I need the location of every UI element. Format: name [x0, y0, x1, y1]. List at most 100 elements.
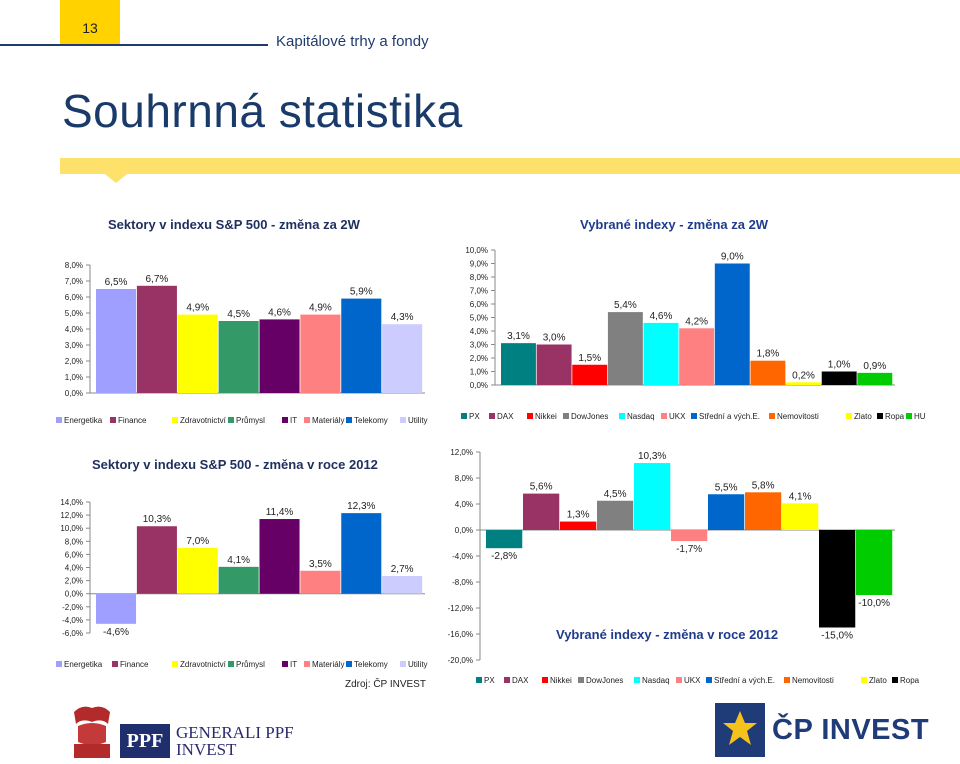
y-tick-label: 10,0%	[60, 524, 83, 533]
legend-label: Finance	[118, 416, 147, 425]
page-title: Souhrnná statistika	[62, 85, 463, 137]
y-tick-label: 12,0%	[60, 511, 83, 520]
bar-Ropa	[821, 371, 857, 385]
legend-label: DAX	[497, 412, 514, 421]
generali-ppf-logo-line1: GENERALI PPF	[176, 723, 294, 742]
legend-label: Materiály	[312, 660, 344, 669]
legend-label: PX	[469, 412, 480, 421]
legend-swatch	[346, 417, 352, 423]
bar-Energetika	[96, 289, 137, 393]
y-tick-label: 0,0%	[65, 389, 83, 398]
legend-label: IT	[290, 660, 297, 669]
bar-Průmysl	[218, 321, 259, 393]
cp-invest-emblem-icon	[715, 703, 765, 757]
chart-svg: Sektory v indexu S&P 500 - změna v roce …	[56, 457, 428, 669]
y-tick-label: 4,0%	[65, 325, 83, 334]
legend-label: Nikkei	[535, 412, 557, 421]
data-label: 1,0%	[828, 360, 851, 371]
data-label: 9,0%	[721, 252, 744, 263]
data-label: 4,6%	[268, 307, 291, 318]
bar-DAX	[523, 493, 560, 530]
legend-label: Ropa	[900, 676, 920, 685]
legend-label: Nikkei	[550, 676, 572, 685]
generali-ppf-logo-line2: INVEST	[176, 740, 237, 759]
data-label: 4,1%	[789, 491, 812, 502]
cp-invest-logo-text: ČP INVEST	[772, 714, 930, 746]
y-tick-label: 0,0%	[455, 526, 473, 535]
data-label: 1,8%	[757, 349, 780, 360]
chart-indexes-2w: Vybrané indexy - změna za 2W 0,0% 1,0% 2,0%…	[455, 205, 925, 433]
legend-label: Energetika	[64, 416, 103, 425]
chart-sectors-2w: Sektory v indexu S&P 500 - změna za 2W 0,…	[50, 205, 450, 433]
legend-label: Zlato	[869, 676, 887, 685]
y-tick-label: -4,0%	[452, 552, 473, 561]
data-label: 4,2%	[685, 316, 708, 327]
bar-Finance	[136, 526, 177, 594]
data-label: 11,4%	[266, 507, 294, 518]
data-label: 5,9%	[350, 287, 373, 298]
y-tick-label: 7,0%	[470, 287, 488, 296]
header-rule	[0, 44, 268, 46]
legend-label: Nasdaq	[642, 676, 670, 685]
y-tick-label: -16,0%	[448, 630, 473, 639]
y-tick-label: 8,0%	[455, 474, 473, 483]
data-label: -2,8%	[491, 551, 517, 562]
data-label: 4,5%	[604, 489, 627, 500]
y-tick-label: -4,0%	[62, 616, 83, 625]
legend-swatch	[634, 677, 640, 683]
legend-swatch	[346, 661, 352, 667]
legend-swatch	[619, 413, 625, 419]
legend-label: DAX	[512, 676, 529, 685]
legend-label: Střední a vých.E.	[714, 676, 775, 685]
legend-swatch	[563, 413, 569, 419]
bar-Zlato	[782, 503, 819, 530]
legend-label: Utility	[408, 660, 428, 669]
data-label: 4,3%	[391, 312, 414, 323]
y-tick-label: 10,0%	[465, 246, 488, 255]
bar-Zlato	[786, 382, 822, 385]
data-label: -15,0%	[821, 631, 853, 642]
legend-swatch	[304, 661, 310, 667]
legend-swatch	[861, 677, 867, 683]
y-tick-label: 3,0%	[65, 341, 83, 350]
y-tick-label: -8,0%	[452, 578, 473, 587]
bar-Ropa	[819, 530, 856, 628]
chart-sectors-2012: Sektory v indexu S&P 500 - změna v roce …	[50, 445, 450, 677]
header-subtitle: Kapitálové trhy a fondy	[276, 33, 429, 50]
data-label: 2,7%	[391, 564, 414, 575]
y-tick-label: -20,0%	[448, 656, 473, 665]
generali-lion-logo	[74, 706, 110, 758]
legend-label: Zdravotnictví	[180, 416, 227, 425]
data-label: 0,2%	[792, 370, 815, 381]
data-label: -10,0%	[858, 598, 890, 609]
legend-swatch	[461, 413, 467, 419]
legend-swatch	[489, 413, 495, 419]
bar-Telekomy	[341, 513, 382, 594]
legend-label: Průmysl	[236, 660, 265, 669]
bar-PX	[486, 530, 523, 549]
y-tick-label: 6,0%	[65, 550, 83, 559]
bar-Nemovitosti	[750, 360, 786, 385]
legend-label: Zdravotnictví	[180, 660, 227, 669]
legend-swatch	[784, 677, 790, 683]
legend-swatch	[228, 417, 234, 423]
bar-Střední a vých.E.	[714, 263, 750, 385]
legend-label: Střední a vých.E.	[699, 412, 760, 421]
data-label: 4,6%	[650, 311, 673, 322]
y-tick-label: 0,0%	[470, 381, 488, 390]
y-tick-label: 2,0%	[65, 357, 83, 366]
bar-Utility	[382, 324, 423, 393]
legend-label: Průmysl	[236, 416, 265, 425]
legend-swatch	[676, 677, 682, 683]
data-label: 4,9%	[186, 303, 209, 314]
legend-swatch	[282, 661, 288, 667]
y-tick-label: 8,0%	[65, 261, 83, 270]
data-label: 4,9%	[309, 303, 332, 314]
page-number: 13	[82, 20, 98, 36]
legend-label: Nemovitosti	[792, 676, 834, 685]
y-tick-label: 4,0%	[65, 564, 83, 573]
y-tick-label: 0,0%	[65, 590, 83, 599]
legend-label: PX	[484, 676, 495, 685]
data-label: 5,4%	[614, 300, 637, 311]
title-band-notch	[100, 170, 132, 183]
